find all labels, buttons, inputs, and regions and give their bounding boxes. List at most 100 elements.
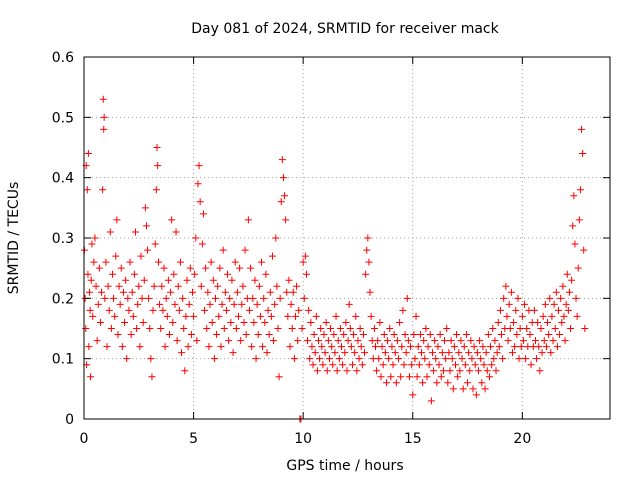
data-point: [157, 325, 165, 332]
data-point: [262, 270, 270, 278]
data-point: [350, 331, 358, 339]
data-point: [510, 318, 518, 326]
data-point: [414, 343, 422, 351]
data-point: [139, 318, 147, 326]
data-point: [571, 240, 579, 248]
data-point: [558, 318, 566, 326]
data-point: [348, 361, 356, 369]
data-point: [317, 325, 325, 332]
data-point: [468, 355, 476, 363]
data-point: [458, 355, 466, 363]
data-point: [101, 294, 109, 302]
data-point: [539, 312, 547, 320]
data-point: [459, 385, 467, 393]
data-point: [175, 306, 183, 314]
data-point: [270, 337, 278, 345]
data-point: [116, 300, 124, 308]
x-tick-label: 5: [189, 431, 198, 447]
data-point: [549, 337, 557, 345]
data-point: [145, 294, 153, 302]
data-point: [512, 306, 520, 314]
data-point: [252, 355, 260, 363]
data-point: [281, 192, 289, 200]
data-point: [355, 355, 363, 363]
data-point: [169, 318, 177, 326]
data-point: [341, 349, 349, 357]
data-point: [547, 349, 555, 357]
data-point: [553, 343, 561, 351]
data-point: [357, 343, 365, 351]
data-points: [80, 95, 589, 423]
data-point: [476, 337, 484, 345]
data-point: [374, 337, 382, 345]
data-point: [121, 318, 129, 326]
data-point: [366, 288, 374, 296]
data-point: [397, 373, 405, 381]
data-point: [132, 228, 140, 236]
data-point: [534, 318, 542, 326]
data-point: [273, 282, 281, 290]
data-point: [278, 156, 286, 164]
data-point: [92, 282, 100, 290]
data-point: [99, 186, 107, 194]
data-point: [362, 270, 370, 278]
data-point: [444, 379, 452, 387]
data-point: [239, 282, 247, 290]
data-point: [176, 258, 184, 266]
y-tick-label: 0.4: [52, 171, 74, 187]
data-point: [276, 294, 284, 302]
data-point: [507, 288, 515, 296]
data-point: [443, 325, 451, 332]
data-point: [250, 318, 258, 326]
data-point: [159, 306, 167, 314]
data-point: [304, 337, 312, 345]
data-point: [490, 355, 498, 363]
data-point: [274, 325, 282, 332]
data-point: [301, 252, 309, 260]
data-point: [328, 343, 336, 351]
data-point: [94, 300, 102, 308]
data-point: [268, 252, 276, 260]
data-point: [579, 150, 587, 158]
data-point: [170, 270, 178, 278]
data-point: [339, 361, 347, 369]
data-point: [194, 180, 202, 188]
data-point: [405, 373, 413, 381]
data-point: [475, 367, 482, 375]
data-point: [546, 294, 554, 302]
data-point: [370, 325, 378, 332]
data-point: [136, 343, 144, 351]
data-point: [438, 349, 446, 357]
data-point: [389, 361, 397, 369]
data-point: [165, 331, 173, 339]
data-point: [295, 306, 303, 314]
data-point: [163, 312, 171, 320]
data-point: [467, 337, 475, 345]
data-point: [504, 337, 512, 345]
data-point: [190, 312, 198, 320]
data-point: [367, 312, 375, 320]
data-point: [152, 186, 160, 194]
data-point: [235, 312, 243, 320]
data-point: [271, 300, 279, 308]
data-point: [196, 198, 204, 206]
data-point: [210, 355, 218, 363]
data-point: [378, 343, 386, 351]
data-point: [180, 325, 188, 332]
data-point: [284, 312, 292, 320]
data-point: [343, 367, 351, 375]
data-point: [209, 276, 217, 284]
data-point: [354, 337, 362, 345]
data-point: [319, 361, 327, 369]
data-point: [256, 312, 264, 320]
data-point: [333, 367, 341, 375]
data-point: [514, 294, 522, 302]
data-point: [135, 282, 143, 290]
data-point: [351, 349, 359, 357]
y-tick-label: 0.3: [52, 231, 74, 247]
data-point: [439, 367, 447, 375]
data-point: [312, 312, 320, 320]
data-point: [557, 294, 565, 302]
data-point: [272, 234, 280, 242]
